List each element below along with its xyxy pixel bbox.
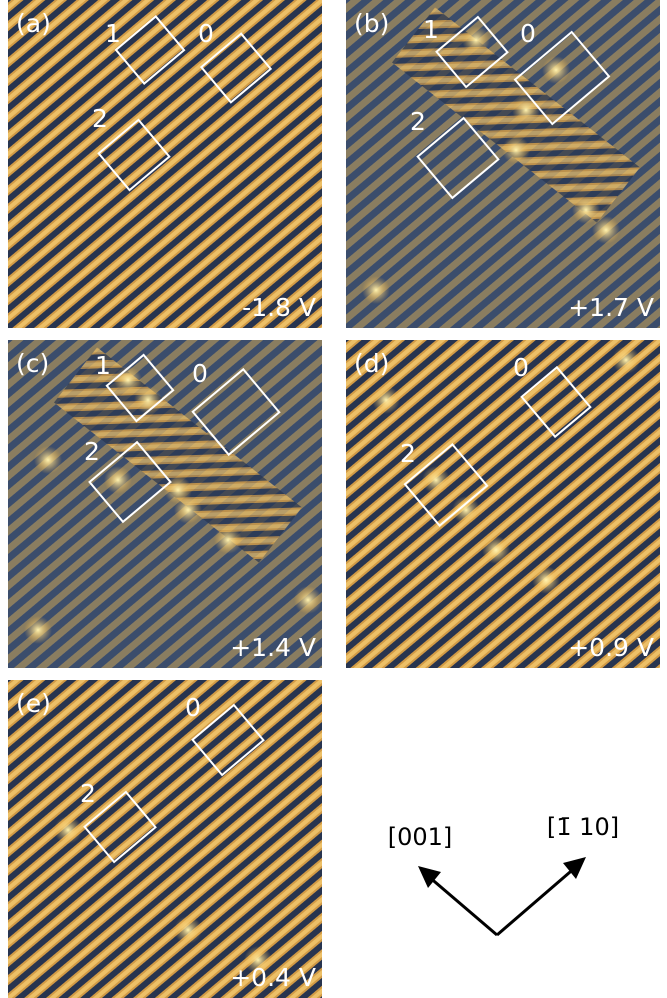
panel-label: (a) (16, 9, 51, 38)
bright-spot (592, 216, 620, 244)
bias-voltage: +1.4 V (230, 633, 316, 662)
bright-spot (422, 466, 450, 494)
bias-voltage: +0.4 V (230, 963, 316, 992)
stm-image (8, 680, 322, 998)
bright-spot (362, 276, 390, 304)
bright-spot (462, 26, 490, 54)
defect-label: 0 (192, 359, 208, 388)
bright-spot (294, 586, 322, 614)
bright-spot (174, 496, 202, 524)
bias-voltage: +0.9 V (568, 633, 654, 662)
defect-label: 1 (423, 15, 439, 44)
defect-label: 0 (185, 693, 201, 722)
bright-spot (502, 136, 530, 164)
direction-arrows (418, 857, 586, 935)
stm-panel: (a) -1.8 V 1 0 2 (8, 0, 322, 328)
direction-label: [1̄ 10] (547, 813, 619, 841)
bias-voltage: +1.7 V (568, 293, 654, 322)
panel-label: (c) (16, 349, 49, 378)
defect-label: 0 (513, 353, 529, 382)
defect-label: 1 (105, 19, 121, 48)
defect-label: 2 (410, 107, 426, 136)
bright-spot (532, 566, 560, 594)
stm-panel: (b) +1.7 V 1 0 2 (346, 0, 660, 328)
bright-spot (452, 496, 480, 524)
stm-image (8, 0, 322, 328)
panel-label: (e) (16, 689, 51, 718)
panel-label: (b) (354, 9, 389, 38)
bias-voltage: -1.8 V (242, 293, 316, 322)
stm-panel: (c) +1.4 V 1 0 2 (8, 340, 322, 668)
bright-spot (572, 196, 600, 224)
figure: [001] [1̄ 10] (a)-1.8 V102(b)+1.7 V102(c… (0, 0, 667, 998)
bright-spot (134, 386, 162, 414)
bright-spot (482, 536, 510, 564)
stm-panel: (d) +0.9 V 0 2 (346, 340, 660, 668)
defect-label: 2 (84, 437, 100, 466)
bright-spot (54, 816, 82, 844)
direction-label: [001] (388, 823, 453, 851)
defect-label: 2 (92, 104, 108, 133)
defect-label: 2 (400, 439, 416, 468)
panel-label: (d) (354, 349, 389, 378)
defect-label: 0 (520, 19, 536, 48)
bright-spot (372, 386, 400, 414)
bright-spot (24, 616, 52, 644)
bright-spot (104, 466, 132, 494)
bright-spot (114, 366, 142, 394)
bright-spot (214, 526, 242, 554)
stm-panel: (e) +0.4 V 0 2 (8, 680, 322, 998)
bright-spot (612, 346, 640, 374)
bright-spot (542, 56, 570, 84)
bright-spot (512, 96, 540, 124)
defect-label: 1 (95, 351, 111, 380)
defect-label: 0 (198, 19, 214, 48)
defect-label: 2 (80, 779, 96, 808)
bright-spot (174, 916, 202, 944)
bright-spot (34, 446, 62, 474)
